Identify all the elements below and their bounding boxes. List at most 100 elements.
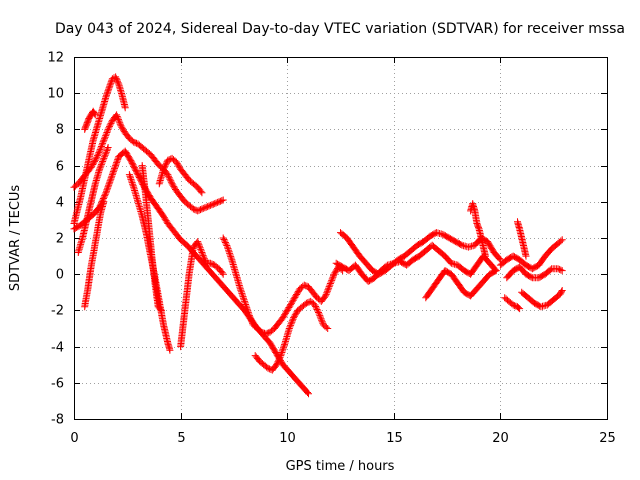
data-points xyxy=(70,73,566,398)
data-point xyxy=(97,161,105,169)
data-point xyxy=(284,305,292,313)
data-point xyxy=(281,341,288,349)
data-point xyxy=(170,183,178,191)
data-point xyxy=(289,296,297,304)
data-point xyxy=(98,141,106,149)
y-tick-label: -4 xyxy=(51,341,64,356)
data-point xyxy=(127,175,135,183)
data-point xyxy=(288,299,295,307)
data-point xyxy=(99,158,107,165)
data-point xyxy=(194,239,202,247)
data-point xyxy=(318,316,326,324)
data-point xyxy=(224,245,232,253)
data-point xyxy=(194,238,202,246)
data-point xyxy=(200,253,208,261)
data-point xyxy=(161,162,169,170)
data-point xyxy=(160,165,167,173)
data-point xyxy=(99,138,107,146)
data-point xyxy=(558,236,566,244)
data-point xyxy=(273,361,280,369)
data-point xyxy=(103,186,111,194)
data-point xyxy=(511,302,519,310)
data-point xyxy=(243,305,251,313)
data-point xyxy=(288,317,296,325)
data-point xyxy=(293,289,301,297)
data-point xyxy=(325,283,333,291)
x-tick-label: 20 xyxy=(492,431,509,446)
x-tick-label: 15 xyxy=(386,431,403,446)
data-point xyxy=(330,272,337,280)
data-point xyxy=(322,292,330,300)
y-tick-label: -2 xyxy=(51,304,64,319)
data-point xyxy=(104,127,111,135)
data-point xyxy=(98,159,106,167)
series-sat-r xyxy=(503,263,566,282)
x-tick-label: 25 xyxy=(599,431,616,446)
data-point xyxy=(558,288,565,296)
data-point xyxy=(279,345,287,353)
data-point xyxy=(247,316,255,324)
series-sat-u xyxy=(514,218,530,260)
data-point xyxy=(206,259,214,267)
data-point xyxy=(311,301,319,309)
data-point xyxy=(222,240,230,248)
data-point xyxy=(101,153,108,161)
data-point xyxy=(316,313,324,321)
data-point xyxy=(206,201,214,209)
data-point xyxy=(100,198,108,206)
data-point xyxy=(272,362,279,370)
series-sat-t xyxy=(501,294,524,313)
data-point xyxy=(491,267,499,275)
data-point xyxy=(558,287,566,294)
data-point xyxy=(115,117,123,125)
data-point xyxy=(106,81,114,89)
data-point xyxy=(495,255,503,262)
data-point xyxy=(160,214,168,222)
data-point xyxy=(211,200,219,208)
data-point xyxy=(100,154,108,162)
data-point xyxy=(246,313,254,321)
data-point xyxy=(199,250,206,258)
data-point xyxy=(113,113,121,120)
data-point xyxy=(323,289,331,297)
data-point xyxy=(199,204,207,212)
data-point xyxy=(223,242,231,249)
y-tick-label: 2 xyxy=(56,232,64,247)
data-point xyxy=(106,122,113,130)
data-point xyxy=(322,323,330,331)
data-point xyxy=(116,120,124,128)
data-point xyxy=(91,110,99,118)
series-sat-b xyxy=(70,73,129,227)
data-point xyxy=(290,295,298,303)
data-point xyxy=(221,239,229,246)
y-axis-label: SDTVAR / TECUs xyxy=(8,185,23,292)
y-tick-label: -8 xyxy=(51,413,64,428)
data-point xyxy=(290,312,298,320)
data-point xyxy=(104,144,112,151)
data-point xyxy=(106,121,114,129)
data-point xyxy=(167,178,175,186)
data-point xyxy=(160,164,168,172)
data-point xyxy=(279,314,287,322)
data-point xyxy=(285,304,293,311)
data-point xyxy=(168,180,176,188)
data-point xyxy=(104,125,112,133)
data-point xyxy=(195,241,203,249)
data-point xyxy=(286,302,294,310)
data-point xyxy=(102,150,110,158)
data-point xyxy=(160,212,167,220)
data-point xyxy=(281,311,289,319)
data-point xyxy=(522,252,530,260)
data-point xyxy=(99,139,107,147)
data-point xyxy=(116,119,124,127)
data-point xyxy=(286,323,294,331)
data-point xyxy=(101,190,109,198)
data-point xyxy=(175,162,183,170)
data-point xyxy=(197,247,205,255)
data-point xyxy=(105,181,113,189)
data-point xyxy=(91,158,98,166)
data-point xyxy=(107,119,115,127)
data-point xyxy=(167,177,175,185)
data-point xyxy=(248,318,256,326)
